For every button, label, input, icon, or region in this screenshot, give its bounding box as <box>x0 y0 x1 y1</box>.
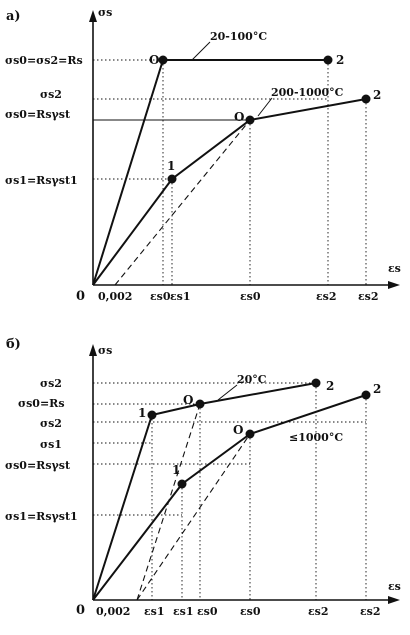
panel-b-x-tick: εs1 <box>144 605 165 618</box>
panel-a-point-o-upper <box>158 55 168 65</box>
panel-a-x-axis-label: εs <box>388 262 401 275</box>
panel-b-point-2-upper <box>311 378 321 388</box>
panel-b-point-o-lower <box>245 429 255 439</box>
panel-a-point-2-lower <box>361 94 371 104</box>
panel-a-x-tick: εs0 <box>240 290 261 303</box>
panel-a-point-label: O <box>149 53 159 67</box>
panel-a-x-tick: 0,002 <box>98 290 132 303</box>
panel-b-x-tick: εs0 <box>240 605 261 618</box>
panel-a-point-label: 2 <box>336 53 344 67</box>
panel-b-curve-label: ≤1000°C <box>289 431 343 444</box>
panel-b-point-2-lower <box>361 390 371 400</box>
panel-b-point-label: 1 <box>138 406 146 420</box>
panel-b-curve-label: 20°C <box>237 373 267 386</box>
panel-b-y-tick: σs0=Rsγst <box>5 459 71 472</box>
panel-a-leader <box>257 97 273 117</box>
panel-a-y-arrow-icon <box>89 10 97 22</box>
panel-b-point-1-lower <box>177 479 187 489</box>
panel-a: а) σs εs 0 σs0=σs2=Rs σs2 σs0=Rsγst σs1=… <box>5 6 401 304</box>
panel-b-y-tick: σs1 <box>40 438 62 451</box>
panel-b-point-label: 2 <box>326 379 334 393</box>
panel-b-x-tick: εs0 <box>197 605 218 618</box>
panel-b-y-tick: σs0=Rs <box>18 397 65 410</box>
panel-b-y-tick: σs2 <box>40 417 62 430</box>
panel-b-dashed-line <box>136 403 201 601</box>
panel-a-point-label: 2 <box>373 88 381 102</box>
panel-b-x-arrow-icon <box>388 596 400 604</box>
panel-a-x-tick: εs2 <box>358 290 379 303</box>
panel-b-point-label: O <box>183 393 193 407</box>
panel-a-point-label: 1 <box>167 159 175 173</box>
panel-a-y-tick: σs0=Rsγst <box>5 108 71 121</box>
panel-b-y-tick: σs2 <box>40 377 62 390</box>
panel-a-point-1 <box>167 174 177 184</box>
panel-a-x-tick: εs0 <box>150 290 171 303</box>
panel-b-y-arrow-icon <box>89 344 97 356</box>
panel-a-point-2-upper <box>323 55 333 65</box>
panel-a-curve-label: 200-1000°C <box>271 86 344 99</box>
panel-b-origin: 0 <box>76 603 85 618</box>
panel-b-curve-20 <box>92 382 317 601</box>
panel-b-x-tick: 0,002 <box>96 605 130 618</box>
panel-b-x-tick: εs2 <box>308 605 329 618</box>
panel-b-curve-1000 <box>92 394 367 601</box>
panel-b-point-o-upper <box>195 399 205 409</box>
panel-b-point-label: 1 <box>172 463 180 477</box>
panel-b-dashed-line <box>136 433 251 601</box>
panel-b-x-tick: εs1 <box>173 605 194 618</box>
panel-a-leader <box>191 41 211 61</box>
panel-b-letter: б) <box>6 337 21 352</box>
panel-a-y-tick: σs1=Rsγst1 <box>5 174 78 187</box>
panel-b-point-label: 2 <box>373 382 381 396</box>
panel-a-x-tick: εs2 <box>316 290 337 303</box>
panel-b-point-1-upper <box>147 410 157 420</box>
panel-b-y-tick: σs1=Rsγst1 <box>5 510 78 523</box>
panel-a-guides <box>93 59 367 285</box>
panel-a-curve-label: 20-100°C <box>210 30 267 43</box>
panel-a-dashed-line <box>114 119 251 286</box>
panel-b-x-tick: εs2 <box>360 605 381 618</box>
panel-b: б) σs εs 0 σs2 σs0=Rs σs2 σs1 σs0=Rsγst … <box>5 337 401 618</box>
panel-a-letter: а) <box>6 9 21 24</box>
panel-b-y-axis-label: σs <box>98 344 112 357</box>
panel-b-point-label: O <box>233 423 243 437</box>
panel-a-y-tick: σs2 <box>40 88 62 101</box>
panel-a-x-tick: εs1 <box>170 290 191 303</box>
panel-a-point-label: O <box>234 110 244 124</box>
panel-a-y-axis-label: σs <box>98 6 112 19</box>
panel-a-point-o-lower <box>245 115 255 125</box>
panel-a-origin: 0 <box>76 289 85 304</box>
panel-b-guides <box>93 382 367 600</box>
panel-a-curve-200-1000 <box>92 98 367 286</box>
panel-b-x-axis-label: εs <box>388 580 401 593</box>
panel-a-x-arrow-icon <box>388 281 400 289</box>
panel-b-leader <box>217 384 238 401</box>
panel-a-y-tick: σs0=σs2=Rs <box>5 54 83 67</box>
